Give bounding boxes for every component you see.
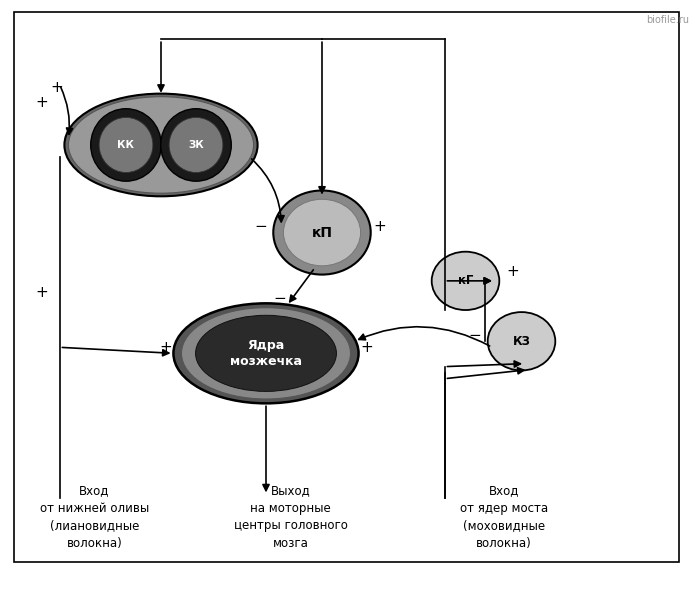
Text: Выход
на моторные
центры головного
мозга: Выход на моторные центры головного мозга — [234, 484, 347, 550]
Ellipse shape — [64, 94, 258, 196]
Ellipse shape — [99, 117, 153, 173]
Text: +: + — [374, 219, 386, 234]
Text: КК: КК — [118, 140, 134, 150]
Ellipse shape — [273, 190, 371, 275]
Ellipse shape — [161, 109, 231, 181]
Text: +: + — [36, 95, 48, 110]
Ellipse shape — [69, 97, 253, 193]
Text: biofile.ru: biofile.ru — [647, 15, 690, 25]
Ellipse shape — [432, 252, 499, 310]
Ellipse shape — [181, 307, 351, 399]
Text: Вход
от ядер моста
(моховидные
волокна): Вход от ядер моста (моховидные волокна) — [460, 484, 548, 550]
Text: Вход
от нижней оливы
(лиановидные
волокна): Вход от нижней оливы (лиановидные волокн… — [40, 484, 149, 550]
Ellipse shape — [195, 315, 337, 391]
Ellipse shape — [91, 109, 161, 181]
Ellipse shape — [284, 199, 360, 266]
Text: КЗ: КЗ — [512, 335, 531, 348]
Text: ЗК: ЗК — [188, 140, 204, 150]
Text: кП: кП — [312, 225, 332, 240]
Text: +: + — [159, 340, 172, 355]
Text: −: − — [254, 219, 267, 234]
Text: +: + — [36, 286, 48, 300]
Ellipse shape — [174, 303, 358, 403]
Text: +: + — [506, 265, 519, 279]
Text: −: − — [274, 292, 286, 306]
Ellipse shape — [169, 117, 223, 173]
Text: кГ: кГ — [458, 274, 473, 288]
Text: +: + — [50, 80, 63, 95]
Text: −: − — [468, 328, 481, 342]
Text: +: + — [360, 340, 373, 355]
Text: Ядра
мозжечка: Ядра мозжечка — [230, 339, 302, 368]
Ellipse shape — [488, 312, 555, 370]
